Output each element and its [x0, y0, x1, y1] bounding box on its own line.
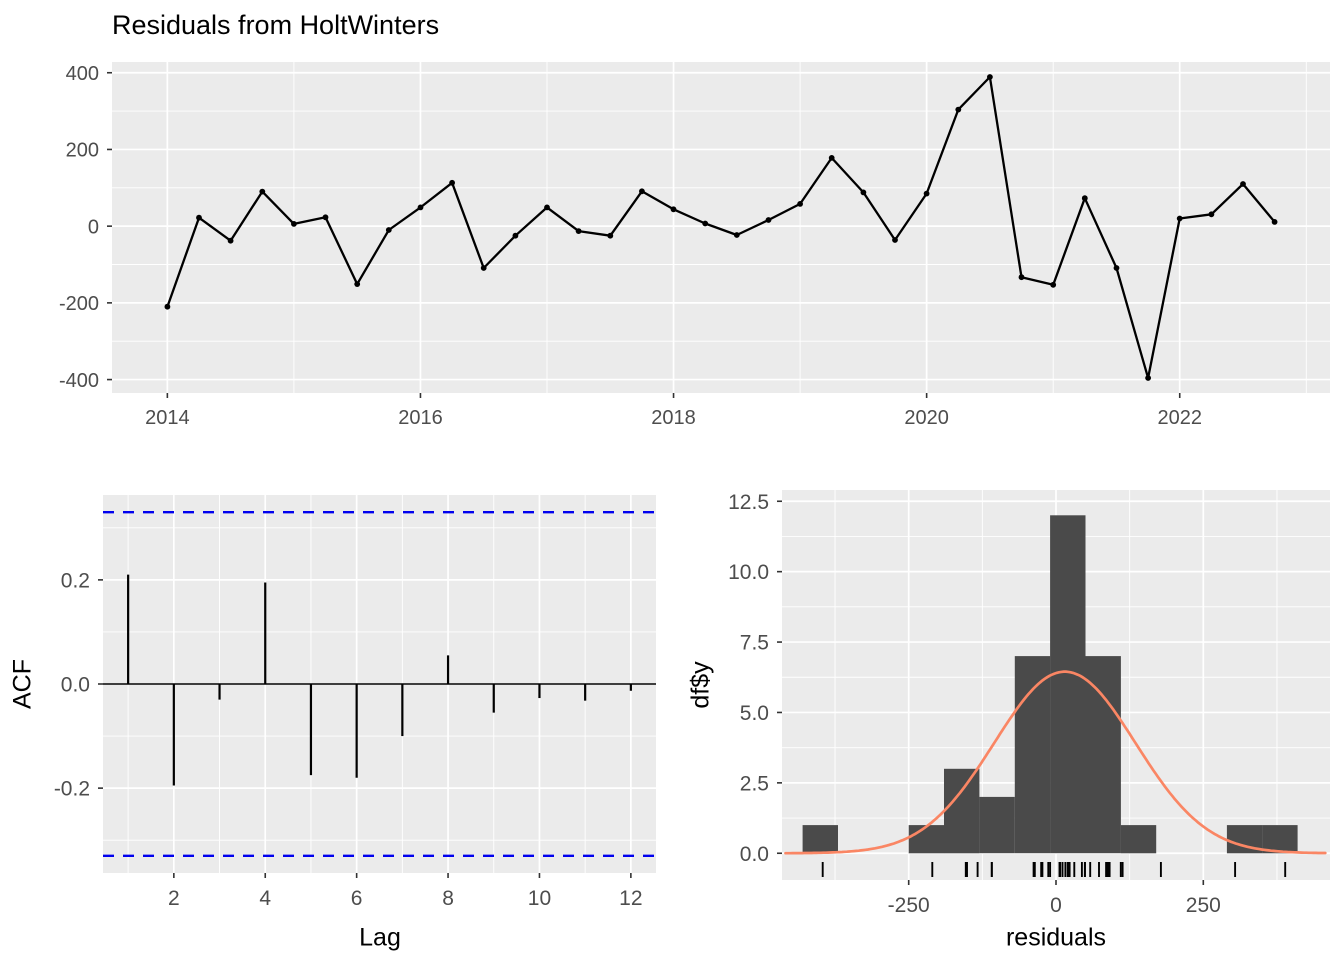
- data-point: [702, 220, 709, 227]
- data-point: [1240, 181, 1246, 187]
- data-point: [417, 204, 424, 211]
- x-tick-label: -250: [888, 894, 930, 917]
- data-point: [733, 232, 740, 238]
- x-tick-label: 2018: [651, 407, 696, 429]
- x-tick-label: 2016: [398, 407, 443, 429]
- data-point: [1018, 274, 1025, 281]
- data-point: [544, 204, 550, 211]
- time-series-line: [166, 75, 1276, 380]
- data-point: [259, 188, 266, 195]
- histogram-bar: [1120, 825, 1157, 854]
- data-point: [860, 189, 867, 196]
- histogram-bar: [1050, 515, 1086, 854]
- data-point: [1145, 375, 1151, 381]
- data-point: [1208, 211, 1215, 218]
- y-tick-label: 400: [66, 63, 99, 85]
- acf-y-axis-title: ACF: [8, 659, 37, 709]
- histogram-y-axis-title: df$y: [686, 661, 715, 709]
- x-tick-label: 250: [1186, 894, 1221, 917]
- data-point: [385, 227, 392, 233]
- data-point: [1081, 195, 1088, 202]
- histogram-bar: [1014, 656, 1051, 854]
- residuals-histogram-plot: -250 0 250 0.0 2.5 5.0 7.5 10.0 12.5: [728, 490, 1330, 917]
- data-point: [322, 214, 329, 221]
- data-point: [512, 232, 519, 239]
- data-point: [354, 281, 361, 287]
- y-tick-label: 2.5: [740, 772, 769, 795]
- x-tick-label: 6: [351, 887, 363, 910]
- x-tick-label: 8: [442, 887, 454, 910]
- x-tick-label: 0: [1050, 894, 1062, 917]
- data-point: [955, 106, 962, 113]
- y-tick-label: 200: [66, 140, 99, 162]
- x-tick-label: 2: [168, 887, 180, 910]
- y-tick-label: 0: [88, 216, 99, 238]
- data-point: [1113, 265, 1120, 271]
- y-tick-label: 7.5: [740, 632, 769, 655]
- histogram-bar: [1262, 825, 1298, 854]
- data-point: [987, 74, 993, 80]
- y-tick-label: -200: [59, 293, 99, 315]
- y-tick-label: 0.0: [61, 674, 90, 697]
- data-point: [1050, 281, 1057, 288]
- x-tick-label: 2020: [904, 407, 949, 429]
- acf-x-axis-title: Lag: [359, 923, 401, 952]
- histogram-bar: [908, 825, 945, 854]
- data-point: [892, 237, 898, 243]
- panel-background: [112, 62, 1330, 393]
- data-point: [1271, 219, 1278, 225]
- histogram-x-axis-title: residuals: [1005, 923, 1107, 952]
- data-point: [196, 214, 202, 221]
- data-point: [639, 188, 645, 195]
- y-tick-label: 12.5: [728, 491, 769, 514]
- y-tick-label: -400: [59, 370, 99, 392]
- histogram-bar: [944, 768, 980, 854]
- data-point: [227, 237, 234, 244]
- x-tick-label: 4: [259, 887, 271, 910]
- data-point: [670, 206, 677, 213]
- data-point: [164, 303, 171, 310]
- data-point: [765, 217, 772, 223]
- normal-curve: [784, 670, 1327, 855]
- x-tick-label: 2022: [1157, 407, 1202, 429]
- histogram-bar: [1085, 656, 1121, 854]
- y-tick-label: 10.0: [728, 561, 769, 584]
- x-tick-label: 12: [619, 887, 642, 910]
- page-title: Residuals from HoltWinters: [112, 10, 440, 40]
- data-point: [828, 155, 835, 161]
- residuals-time-series-plot: 2014 2016 2018 2020 2022 400 200 0 -200 -400: [59, 62, 1330, 429]
- x-tick-label: 2014: [145, 407, 190, 429]
- histogram-bar: [802, 825, 838, 854]
- data-point: [923, 190, 930, 197]
- y-tick-label: 0.2: [61, 569, 90, 592]
- acf-plot: 2 4 6 8 10 12 0.2 0.0 -0.2: [54, 495, 656, 910]
- x-tick-label: 10: [528, 887, 551, 910]
- data-point: [291, 221, 297, 227]
- y-tick-label: 5.0: [740, 702, 769, 725]
- histogram-bar: [979, 796, 1015, 854]
- data-point: [575, 228, 582, 235]
- y-tick-label: 0.0: [740, 843, 769, 866]
- y-tick-label: -0.2: [54, 778, 90, 801]
- data-point: [480, 265, 487, 271]
- data-point: [797, 201, 803, 207]
- data-point: [1176, 215, 1183, 222]
- data-point: [449, 179, 455, 186]
- data-point: [607, 232, 614, 239]
